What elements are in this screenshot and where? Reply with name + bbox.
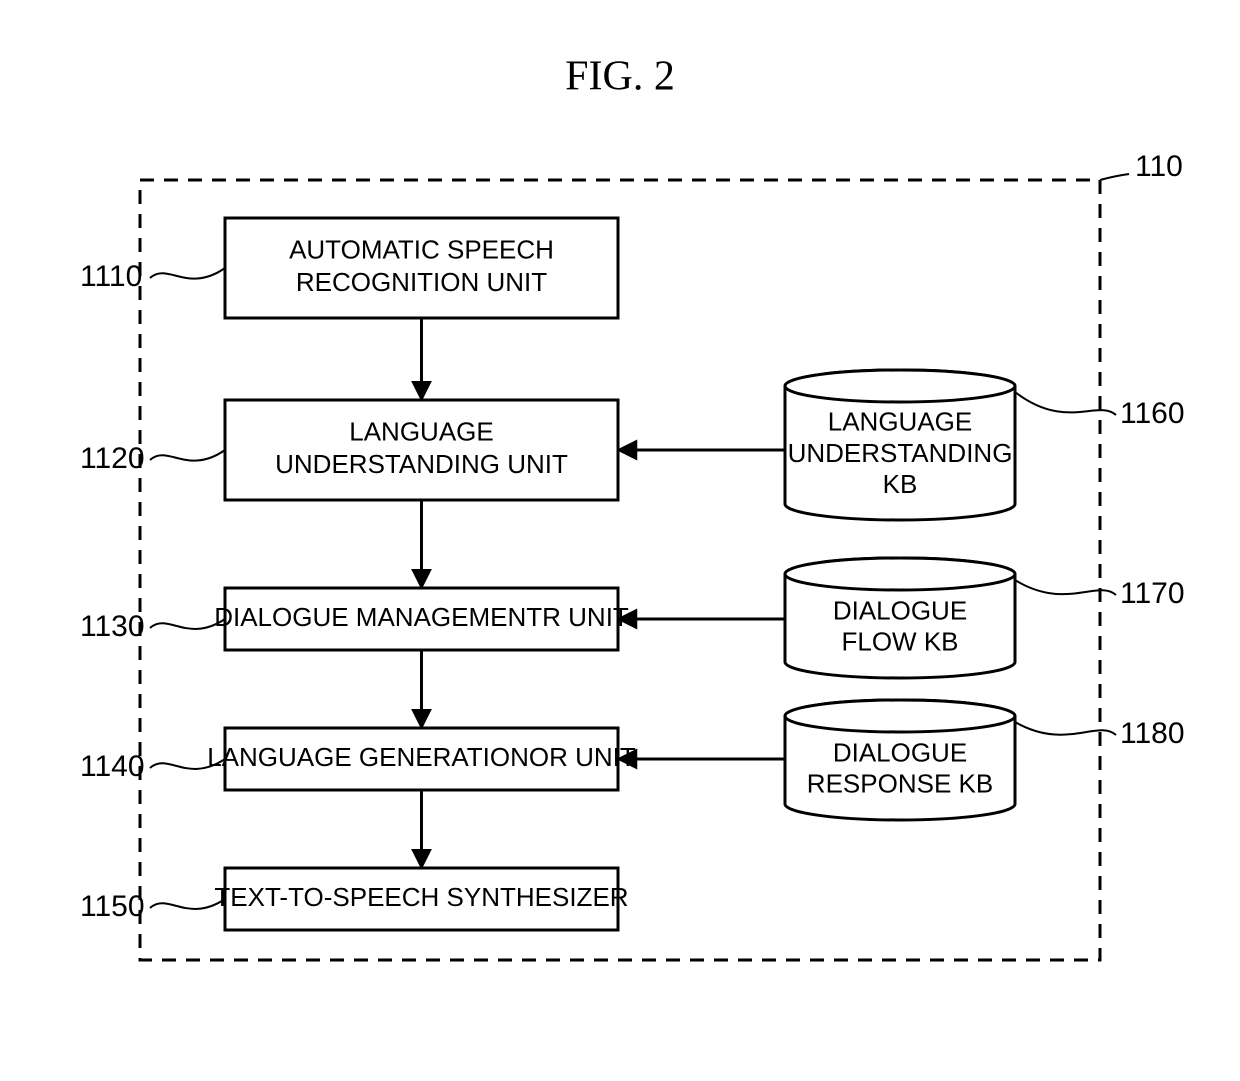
ref-b1150: 1150 [80, 890, 145, 923]
box-b1140: LANGUAGE GENERATIONOR UNIT [207, 728, 636, 790]
db-label: UNDERSTANDING [788, 438, 1013, 468]
box-label: TEXT-TO-SPEECH SYNTHESIZER [214, 882, 628, 912]
db-d1170: DIALOGUEFLOW KB [785, 558, 1015, 678]
ref-b1120: 1120 [80, 442, 145, 475]
db-label: FLOW KB [841, 626, 958, 656]
db-label: RESPONSE KB [807, 768, 993, 798]
ref-d1170: 1170 [1120, 577, 1185, 610]
box-label: DIALOGUE MANAGEMENTR UNIT [214, 602, 629, 632]
ref-d1180: 1180 [1120, 717, 1185, 750]
ref-b1140: 1140 [80, 750, 145, 783]
box-label: UNDERSTANDING UNIT [275, 449, 568, 479]
box-b1130: DIALOGUE MANAGEMENTR UNIT [214, 588, 629, 650]
db-d1160: LANGUAGEUNDERSTANDINGKB [785, 370, 1015, 520]
box-label: AUTOMATIC SPEECH [289, 235, 554, 265]
figure-canvas: FIG. 2 110 AUTOMATIC SPEECHRECOGNITION UNI… [0, 0, 1240, 1081]
box-label: RECOGNITION UNIT [296, 267, 547, 297]
db-label: DIALOGUE [833, 737, 967, 767]
db-label: KB [883, 469, 918, 499]
leader-b1110 [150, 268, 225, 279]
box-label: LANGUAGE GENERATIONOR UNIT [207, 742, 636, 772]
box-b1110: AUTOMATIC SPEECHRECOGNITION UNIT [225, 218, 618, 318]
box-b1150: TEXT-TO-SPEECH SYNTHESIZER [214, 868, 628, 930]
ref-b1130: 1130 [80, 610, 145, 643]
ref-d1160: 1160 [1120, 397, 1185, 430]
ref-container: 110 [1135, 150, 1183, 183]
ref-b1110: 1110 [80, 260, 142, 293]
figure-title: FIG. 2 [565, 54, 675, 100]
leader-b1120 [150, 450, 225, 461]
box-b1120: LANGUAGEUNDERSTANDING UNIT [225, 400, 618, 500]
db-label: LANGUAGE [828, 407, 973, 437]
db-d1180: DIALOGUERESPONSE KB [785, 700, 1015, 820]
db-label: DIALOGUE [833, 595, 967, 625]
leader-container [1100, 174, 1129, 180]
box-label: LANGUAGE [349, 417, 494, 447]
